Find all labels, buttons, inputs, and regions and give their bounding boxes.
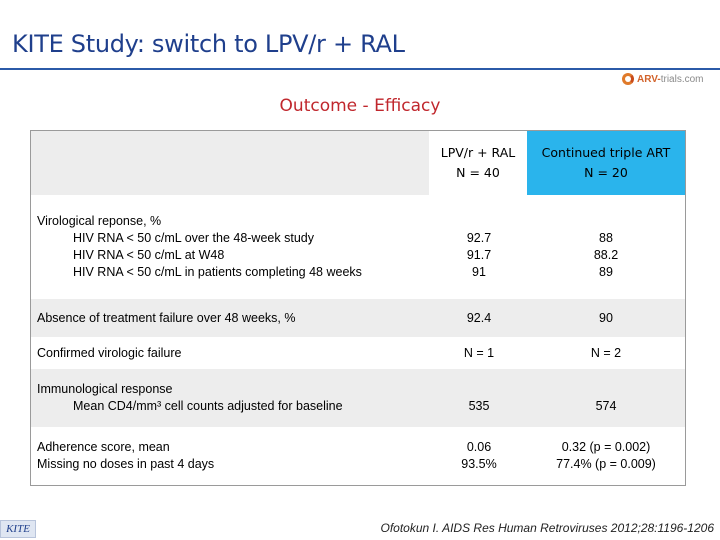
value-line: 93.5% [461, 457, 497, 471]
label-line: HIV RNA < 50 c/mL in patients completing… [73, 265, 362, 279]
value-line: N = 2 [590, 345, 622, 360]
table-row-treatment-failure: Absence of treatment failure over 48 wee… [31, 299, 685, 337]
label-line: Immunological response [37, 382, 173, 396]
value-cell-lpvr-ral: N = 1 [431, 337, 527, 369]
value-line: 92.7 [466, 231, 492, 245]
label-line: HIV RNA < 50 c/mL at W48 [73, 248, 225, 262]
value-line: 88 [599, 231, 613, 245]
value-line: 574 [595, 399, 617, 413]
header-blank-cell [31, 131, 429, 195]
citation: Ofotokun I. AIDS Res Human Retroviruses … [380, 521, 714, 535]
column-header-line: N = 40 [456, 165, 500, 180]
column-header-lpvr-ral: LPV/r + RAL N = 40 [429, 131, 527, 195]
value-line: 88.2 [593, 248, 619, 262]
value-cell-triple-art: 90 [527, 299, 685, 337]
table-row-immunological-response: Immunological response Mean CD4/mm³ cell… [31, 369, 685, 427]
label-line: Virological reponse, % [37, 214, 162, 228]
value-cell-triple-art: 0.32 (p = 0.002) 77.4% (p = 0.009) [527, 427, 685, 485]
value-line: 89 [599, 265, 613, 279]
slide-subtitle: Outcome - Efficacy [279, 96, 441, 116]
column-header-line: LPV/r + RAL [440, 145, 516, 160]
study-tag: KITE [0, 520, 36, 538]
logo-text: ARV-trials.com [637, 74, 704, 85]
slide-title: KITE Study: switch to LPV/r + RAL [12, 30, 405, 58]
value-line: 90 [599, 310, 613, 325]
value-line: 0.06 [466, 440, 492, 454]
title-divider [0, 68, 720, 70]
value-cell-lpvr-ral: 535 [431, 369, 527, 427]
label-line: Adherence score, mean [37, 440, 170, 454]
arv-trials-logo: ARV-trials.com [622, 71, 704, 87]
logo-ring-icon [622, 73, 634, 85]
value-cell-lpvr-ral: 92.4 [431, 299, 527, 337]
value-line: 91.7 [466, 248, 492, 262]
value-line: N = 1 [463, 345, 495, 360]
value-cell-lpvr-ral: 92.7 91.7 91 [431, 195, 527, 299]
efficacy-table: LPV/r + RAL N = 40 Continued triple ART … [30, 130, 686, 486]
logo-brand: ARV- [637, 73, 661, 85]
value-cell-triple-art: 574 [527, 369, 685, 427]
value-line: 77.4% (p = 0.009) [556, 457, 656, 471]
label-line: Confirmed virologic failure [37, 345, 182, 360]
label-line: Absence of treatment failure over 48 wee… [37, 310, 296, 325]
value-line: 0.32 (p = 0.002) [561, 440, 651, 454]
label-line: Mean CD4/mm³ cell counts adjusted for ba… [73, 399, 343, 413]
value-cell-lpvr-ral: 0.06 93.5% [431, 427, 527, 485]
row-label: Virological reponse, % HIV RNA < 50 c/mL… [37, 195, 429, 299]
table-row-adherence: Adherence score, mean Missing no doses i… [31, 427, 685, 485]
value-line: 92.4 [466, 310, 492, 325]
table-row-virologic-failure: Confirmed virologic failure N = 1 N = 2 [31, 337, 685, 369]
column-header-line: Continued triple ART [541, 145, 671, 160]
value-cell-triple-art: 88 88.2 89 [527, 195, 685, 299]
row-label: Adherence score, mean Missing no doses i… [37, 427, 429, 485]
column-header-triple-art: Continued triple ART N = 20 [527, 131, 685, 195]
value-line: 91 [472, 265, 486, 279]
logo-suffix: trials.com [660, 73, 704, 85]
column-header-line: N = 20 [584, 165, 628, 180]
table-row-virological-response: Virological reponse, % HIV RNA < 50 c/mL… [31, 195, 685, 299]
label-line: HIV RNA < 50 c/mL over the 48-week study [73, 231, 314, 245]
value-line: 535 [468, 399, 490, 413]
label-line: Missing no doses in past 4 days [37, 457, 215, 471]
row-label: Absence of treatment failure over 48 wee… [37, 299, 429, 337]
row-label: Confirmed virologic failure [37, 337, 429, 369]
value-cell-triple-art: N = 2 [527, 337, 685, 369]
row-label: Immunological response Mean CD4/mm³ cell… [37, 369, 429, 427]
